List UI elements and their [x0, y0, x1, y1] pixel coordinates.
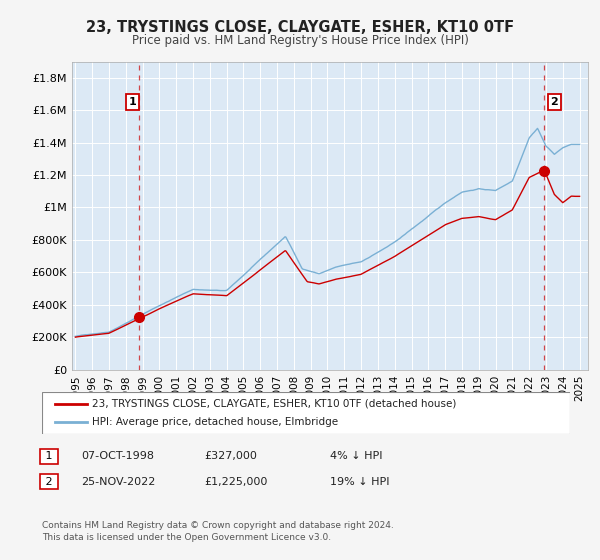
Text: 07-OCT-1998: 07-OCT-1998	[81, 451, 154, 461]
FancyBboxPatch shape	[42, 392, 570, 434]
Text: 2: 2	[551, 97, 558, 107]
Text: 19% ↓ HPI: 19% ↓ HPI	[330, 477, 389, 487]
Text: HPI: Average price, detached house, Elmbridge: HPI: Average price, detached house, Elmb…	[92, 417, 338, 427]
Text: £327,000: £327,000	[204, 451, 257, 461]
Text: £1,225,000: £1,225,000	[204, 477, 268, 487]
Text: 23, TRYSTINGS CLOSE, CLAYGATE, ESHER, KT10 0TF: 23, TRYSTINGS CLOSE, CLAYGATE, ESHER, KT…	[86, 20, 514, 35]
Text: Contains HM Land Registry data © Crown copyright and database right 2024.: Contains HM Land Registry data © Crown c…	[42, 521, 394, 530]
Text: This data is licensed under the Open Government Licence v3.0.: This data is licensed under the Open Gov…	[42, 533, 331, 542]
Text: 1: 1	[42, 451, 56, 461]
Text: 4% ↓ HPI: 4% ↓ HPI	[330, 451, 383, 461]
Text: 2: 2	[42, 477, 56, 487]
Text: 25-NOV-2022: 25-NOV-2022	[81, 477, 155, 487]
Text: 23, TRYSTINGS CLOSE, CLAYGATE, ESHER, KT10 0TF (detached house): 23, TRYSTINGS CLOSE, CLAYGATE, ESHER, KT…	[92, 399, 457, 409]
Text: 1: 1	[128, 97, 136, 107]
Text: Price paid vs. HM Land Registry's House Price Index (HPI): Price paid vs. HM Land Registry's House …	[131, 34, 469, 46]
